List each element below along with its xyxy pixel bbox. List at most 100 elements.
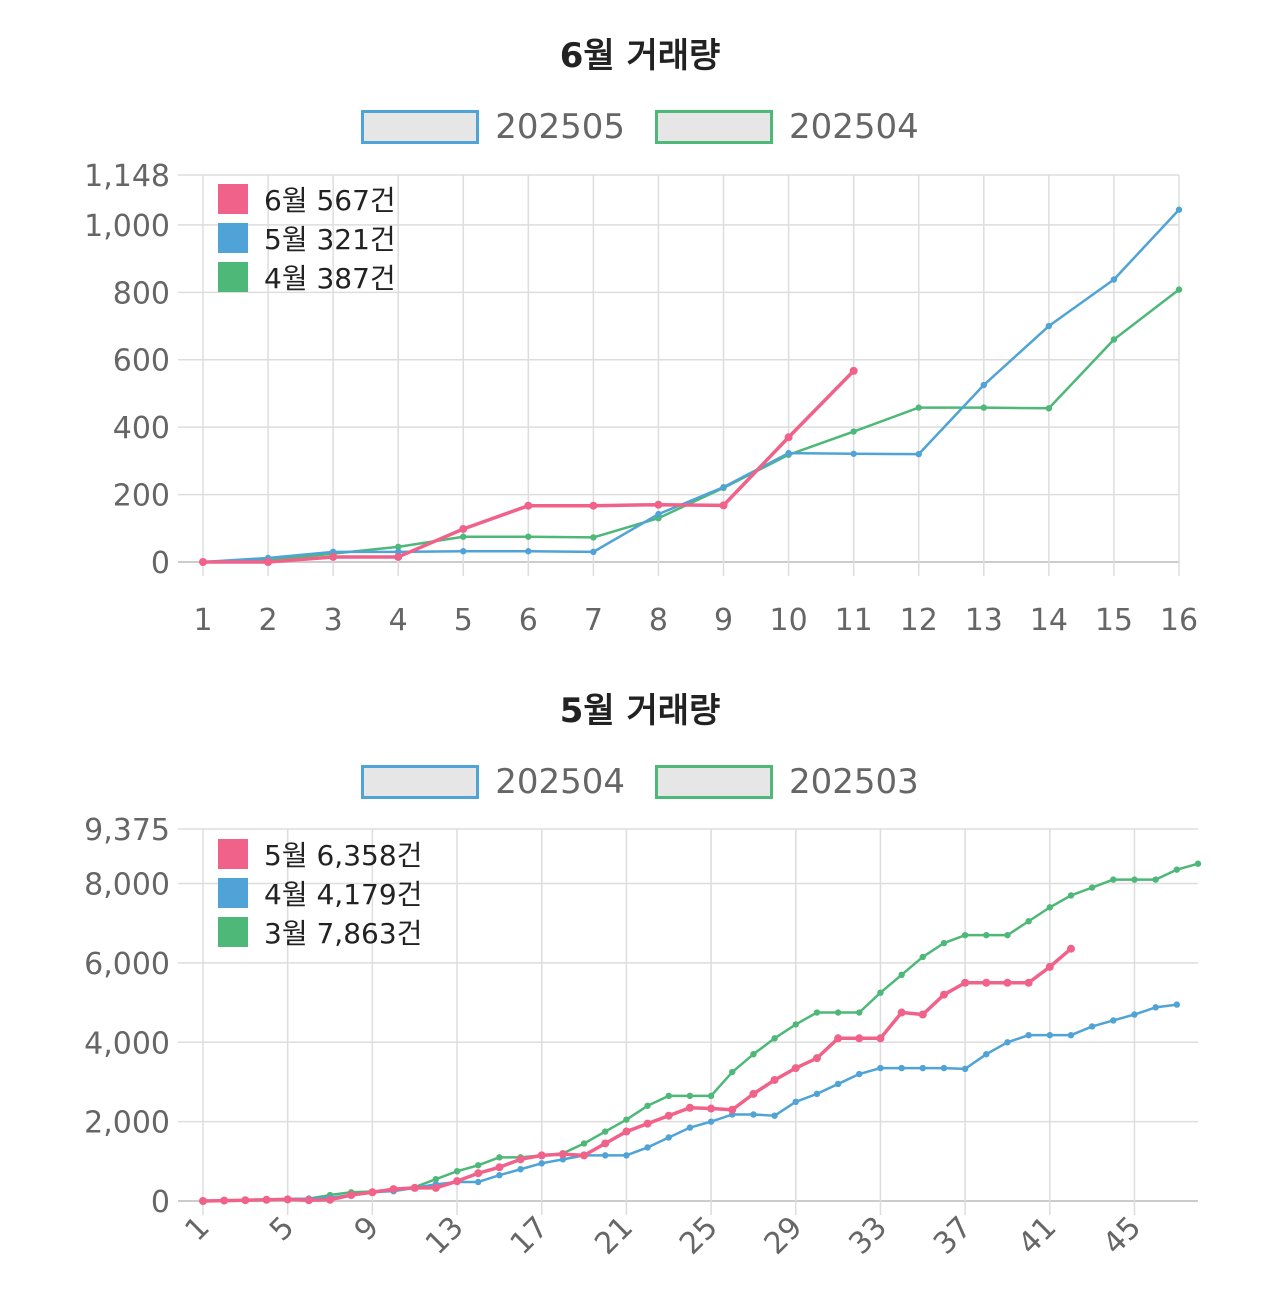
data-point bbox=[1131, 1011, 1138, 1018]
data-point bbox=[719, 501, 728, 510]
legend-item-prev2[interactable]: 202503 bbox=[655, 762, 919, 802]
data-point bbox=[877, 989, 884, 996]
data-point bbox=[850, 428, 857, 435]
data-point bbox=[961, 978, 970, 987]
series-line-5월 bbox=[202, 947, 1073, 1203]
y-tick-label: 8,000 bbox=[84, 868, 170, 903]
legend-label-prev: 202504 bbox=[495, 762, 625, 802]
series-line-202504 bbox=[202, 288, 1180, 564]
data-point bbox=[1110, 276, 1118, 283]
data-point bbox=[729, 1068, 736, 1076]
x-tick-label: 13 bbox=[965, 603, 1003, 638]
x-tick-label: 1 bbox=[178, 1210, 216, 1248]
x-tick-label: 11 bbox=[835, 603, 873, 638]
data-point bbox=[1046, 1031, 1054, 1039]
chart-title: 5월 거래량 bbox=[559, 691, 721, 731]
data-point bbox=[1173, 866, 1181, 873]
data-point bbox=[1088, 1023, 1096, 1030]
data-point bbox=[326, 1195, 335, 1204]
data-point bbox=[431, 1183, 440, 1192]
data-point bbox=[475, 1162, 482, 1169]
data-point bbox=[1045, 322, 1053, 330]
data-point bbox=[601, 1139, 610, 1148]
inner-legend: 5월 6,358건 4월 4,179건 3월 7,863건 bbox=[218, 834, 422, 951]
legend-label-prev: 202505 bbox=[495, 107, 625, 147]
y-tick-label: 0 bbox=[151, 546, 170, 581]
y-tick-label: 200 bbox=[113, 479, 170, 514]
data-point bbox=[394, 552, 403, 561]
data-point bbox=[980, 381, 987, 389]
data-point bbox=[283, 1195, 292, 1204]
data-point bbox=[770, 1075, 779, 1084]
data-point bbox=[707, 1092, 715, 1100]
data-point bbox=[1067, 1031, 1075, 1039]
legend-swatch-prev bbox=[218, 877, 248, 908]
data-point bbox=[1046, 904, 1054, 911]
x-tick-label: 25 bbox=[673, 1210, 725, 1262]
legend-item-prev2[interactable]: 202504 bbox=[655, 107, 919, 147]
legend-item-prev[interactable]: 202505 bbox=[361, 107, 625, 147]
data-point bbox=[460, 533, 467, 540]
data-point bbox=[395, 543, 402, 551]
data-point bbox=[791, 1064, 800, 1073]
legend-label-prev2: 202504 bbox=[789, 107, 919, 147]
legend-swatch-prev bbox=[218, 222, 248, 253]
x-tick-label: 4 bbox=[389, 603, 408, 638]
x-tick-label: 9 bbox=[714, 603, 733, 638]
x-tick-label: 2 bbox=[259, 603, 278, 638]
x-tick-label: 12 bbox=[900, 603, 938, 638]
data-point bbox=[720, 483, 727, 491]
data-point bbox=[474, 1169, 483, 1178]
legend-swatch-prev2 bbox=[655, 110, 773, 144]
legend-swatch-prev2 bbox=[218, 916, 248, 947]
data-point bbox=[919, 1064, 926, 1072]
data-point bbox=[475, 1178, 482, 1186]
x-tick-label: 3 bbox=[324, 603, 343, 638]
x-tick-label: 7 bbox=[584, 603, 603, 638]
data-point bbox=[749, 1089, 758, 1098]
x-tick-label: 37 bbox=[927, 1210, 979, 1262]
data-point bbox=[856, 1009, 863, 1016]
legend-label-prev2: 3월 7,863건 bbox=[264, 916, 423, 950]
data-point bbox=[983, 1050, 990, 1058]
legend-swatch-prev2 bbox=[655, 765, 773, 799]
data-point bbox=[784, 433, 793, 442]
data-point bbox=[750, 1050, 757, 1058]
data-point bbox=[524, 501, 533, 510]
data-point bbox=[707, 1118, 715, 1125]
data-point bbox=[1110, 1017, 1117, 1024]
data-point bbox=[813, 1090, 821, 1098]
data-point bbox=[1088, 884, 1096, 891]
data-point bbox=[590, 548, 597, 556]
data-point bbox=[304, 1196, 313, 1205]
data-point bbox=[983, 931, 990, 939]
data-point bbox=[1152, 1004, 1159, 1011]
data-point bbox=[432, 1175, 440, 1183]
inner-legend-row: 5월 6,358건 bbox=[218, 834, 422, 873]
data-point bbox=[655, 510, 662, 518]
data-point bbox=[1110, 336, 1118, 343]
inner-legend-row: 4월 387건 bbox=[218, 257, 396, 296]
data-point bbox=[785, 449, 792, 457]
data-point bbox=[525, 548, 532, 555]
top-legend: 202505 202504 bbox=[0, 107, 1280, 147]
legend-label-prev: 4월 4,179건 bbox=[264, 877, 423, 911]
data-point bbox=[876, 1034, 885, 1043]
x-tick-label: 41 bbox=[1012, 1210, 1064, 1262]
legend-label-prev2: 4월 387건 bbox=[264, 261, 396, 295]
y-tick-label: 6,000 bbox=[84, 947, 170, 982]
data-point bbox=[453, 1168, 461, 1175]
data-point bbox=[496, 1172, 503, 1179]
x-tick-label: 1 bbox=[193, 603, 212, 638]
data-point bbox=[329, 552, 338, 561]
data-point bbox=[771, 1112, 778, 1119]
data-point bbox=[686, 1092, 694, 1100]
y-tick-label: 1,000 bbox=[84, 209, 170, 244]
legend-item-prev[interactable]: 202504 bbox=[361, 762, 625, 802]
data-point bbox=[728, 1105, 737, 1114]
data-point bbox=[495, 1163, 504, 1172]
data-point bbox=[590, 534, 597, 541]
data-point bbox=[707, 1104, 716, 1113]
data-point bbox=[812, 1054, 821, 1063]
data-point bbox=[834, 1009, 842, 1016]
